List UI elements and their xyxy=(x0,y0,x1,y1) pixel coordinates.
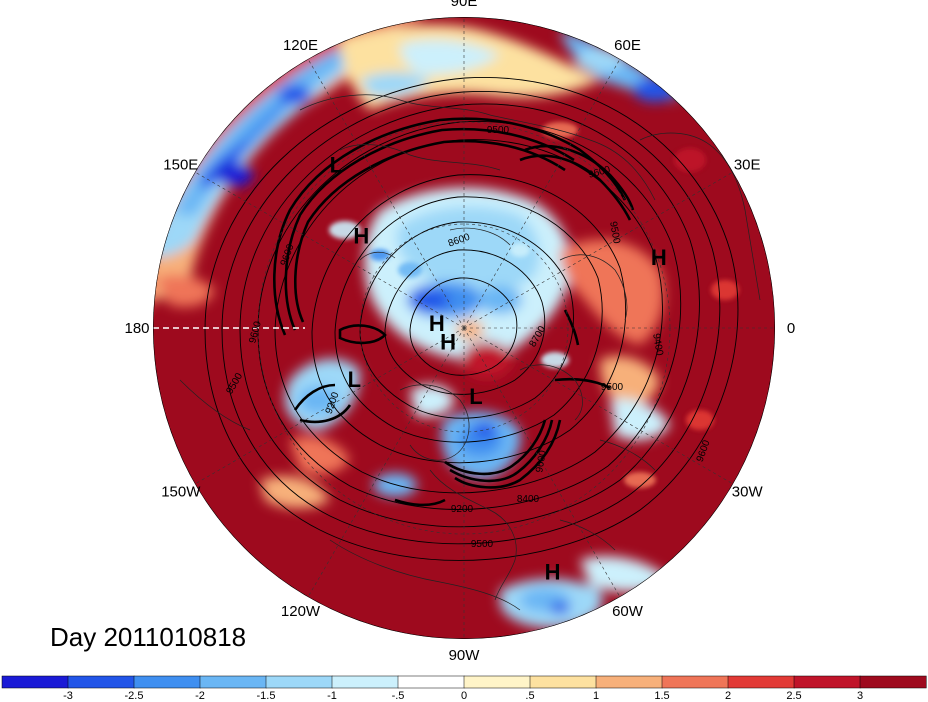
colorbar-tick-label: -2.5 xyxy=(125,690,144,702)
longitude-label-180: 180 xyxy=(124,320,149,337)
longitude-label-120w: 120W xyxy=(281,603,321,620)
high-center-label: H xyxy=(429,311,445,336)
colorbar: -3 -2.5 -2 -1.5 -1 -.5 0 .5 1 1.5 2 2.5 3 xyxy=(1,675,927,702)
graticule xyxy=(194,17,775,639)
colorbar-swatch xyxy=(727,675,795,689)
longitude-label-30w: 30W xyxy=(732,484,764,501)
colorbar-swatch xyxy=(199,675,267,689)
colorbar-tick-label: -.5 xyxy=(392,690,405,702)
colorbar-tick-label: -1.5 xyxy=(257,690,276,702)
contour-value-label: 9400 xyxy=(650,333,665,357)
low-center-label: L xyxy=(348,367,361,392)
high-center-label: H xyxy=(440,329,456,354)
colorbar-swatch xyxy=(397,675,465,689)
contour-value-label: 9500 xyxy=(471,539,494,550)
colorbar-tick-label: 1.5 xyxy=(654,690,669,702)
colorbar-swatch xyxy=(331,675,399,689)
longitude-label-60w: 60W xyxy=(612,603,644,620)
contour-value-label: 9200 xyxy=(451,504,474,515)
high-center-label: H xyxy=(545,560,561,585)
high-center-label: H xyxy=(353,224,369,249)
colorbar-tick-label: -2 xyxy=(195,690,205,702)
longitude-label-60e: 60E xyxy=(614,37,641,54)
day-title: Day 2011010818 xyxy=(50,622,246,652)
colorbar-swatch xyxy=(133,675,201,689)
contour-value-label: 9600 xyxy=(534,449,549,473)
colorbar-swatch xyxy=(859,675,927,689)
colorbar-swatch xyxy=(661,675,729,689)
colorbar-tick-label: -3 xyxy=(63,690,73,702)
colorbar-swatch xyxy=(529,675,597,689)
height-contours xyxy=(204,77,739,561)
colorbar-tick-label: -1 xyxy=(327,690,337,702)
longitude-label-150e: 150E xyxy=(163,157,198,174)
colorbar-tick-label: 2 xyxy=(725,690,731,702)
high-center-label: H xyxy=(651,245,667,270)
low-center-label: L xyxy=(469,384,482,409)
colorbar-tick-label: 2.5 xyxy=(786,690,801,702)
colorbar-swatch xyxy=(463,675,531,689)
coastlines xyxy=(179,94,761,611)
contour-value-label: 9500 xyxy=(487,125,510,136)
colorbar-tick-label: 3 xyxy=(857,690,863,702)
anomaly-field xyxy=(153,17,680,629)
colorbar-swatch xyxy=(67,675,135,689)
colorbar-tick-label: 0 xyxy=(461,690,467,702)
colorbar-swatch xyxy=(265,675,333,689)
contour-value-label: 9500 xyxy=(607,221,622,245)
colorbar-tick-label: .5 xyxy=(525,690,534,702)
colorbar-swatch xyxy=(1,675,69,689)
low-center-label: L xyxy=(330,153,343,178)
longitude-label-90w: 90W xyxy=(449,647,481,664)
contour-value-label: 9500 xyxy=(601,382,624,393)
longitude-label-0: 0 xyxy=(787,320,795,337)
longitude-label-150w: 150W xyxy=(161,484,201,501)
longitude-label-120e: 120E xyxy=(283,37,318,54)
longitude-label-90e: 90E xyxy=(451,0,478,10)
colorbar-swatch xyxy=(595,675,663,689)
longitude-labels: 90E 60E 30E 0 30W 60W 90W 120W 150W 180 150E 120E xyxy=(124,0,795,664)
colorbar-tick-label: 1 xyxy=(593,690,599,702)
contour-value-label: 8400 xyxy=(517,494,540,505)
longitude-label-30e: 30E xyxy=(734,157,761,174)
colorbar-swatch xyxy=(793,675,861,689)
